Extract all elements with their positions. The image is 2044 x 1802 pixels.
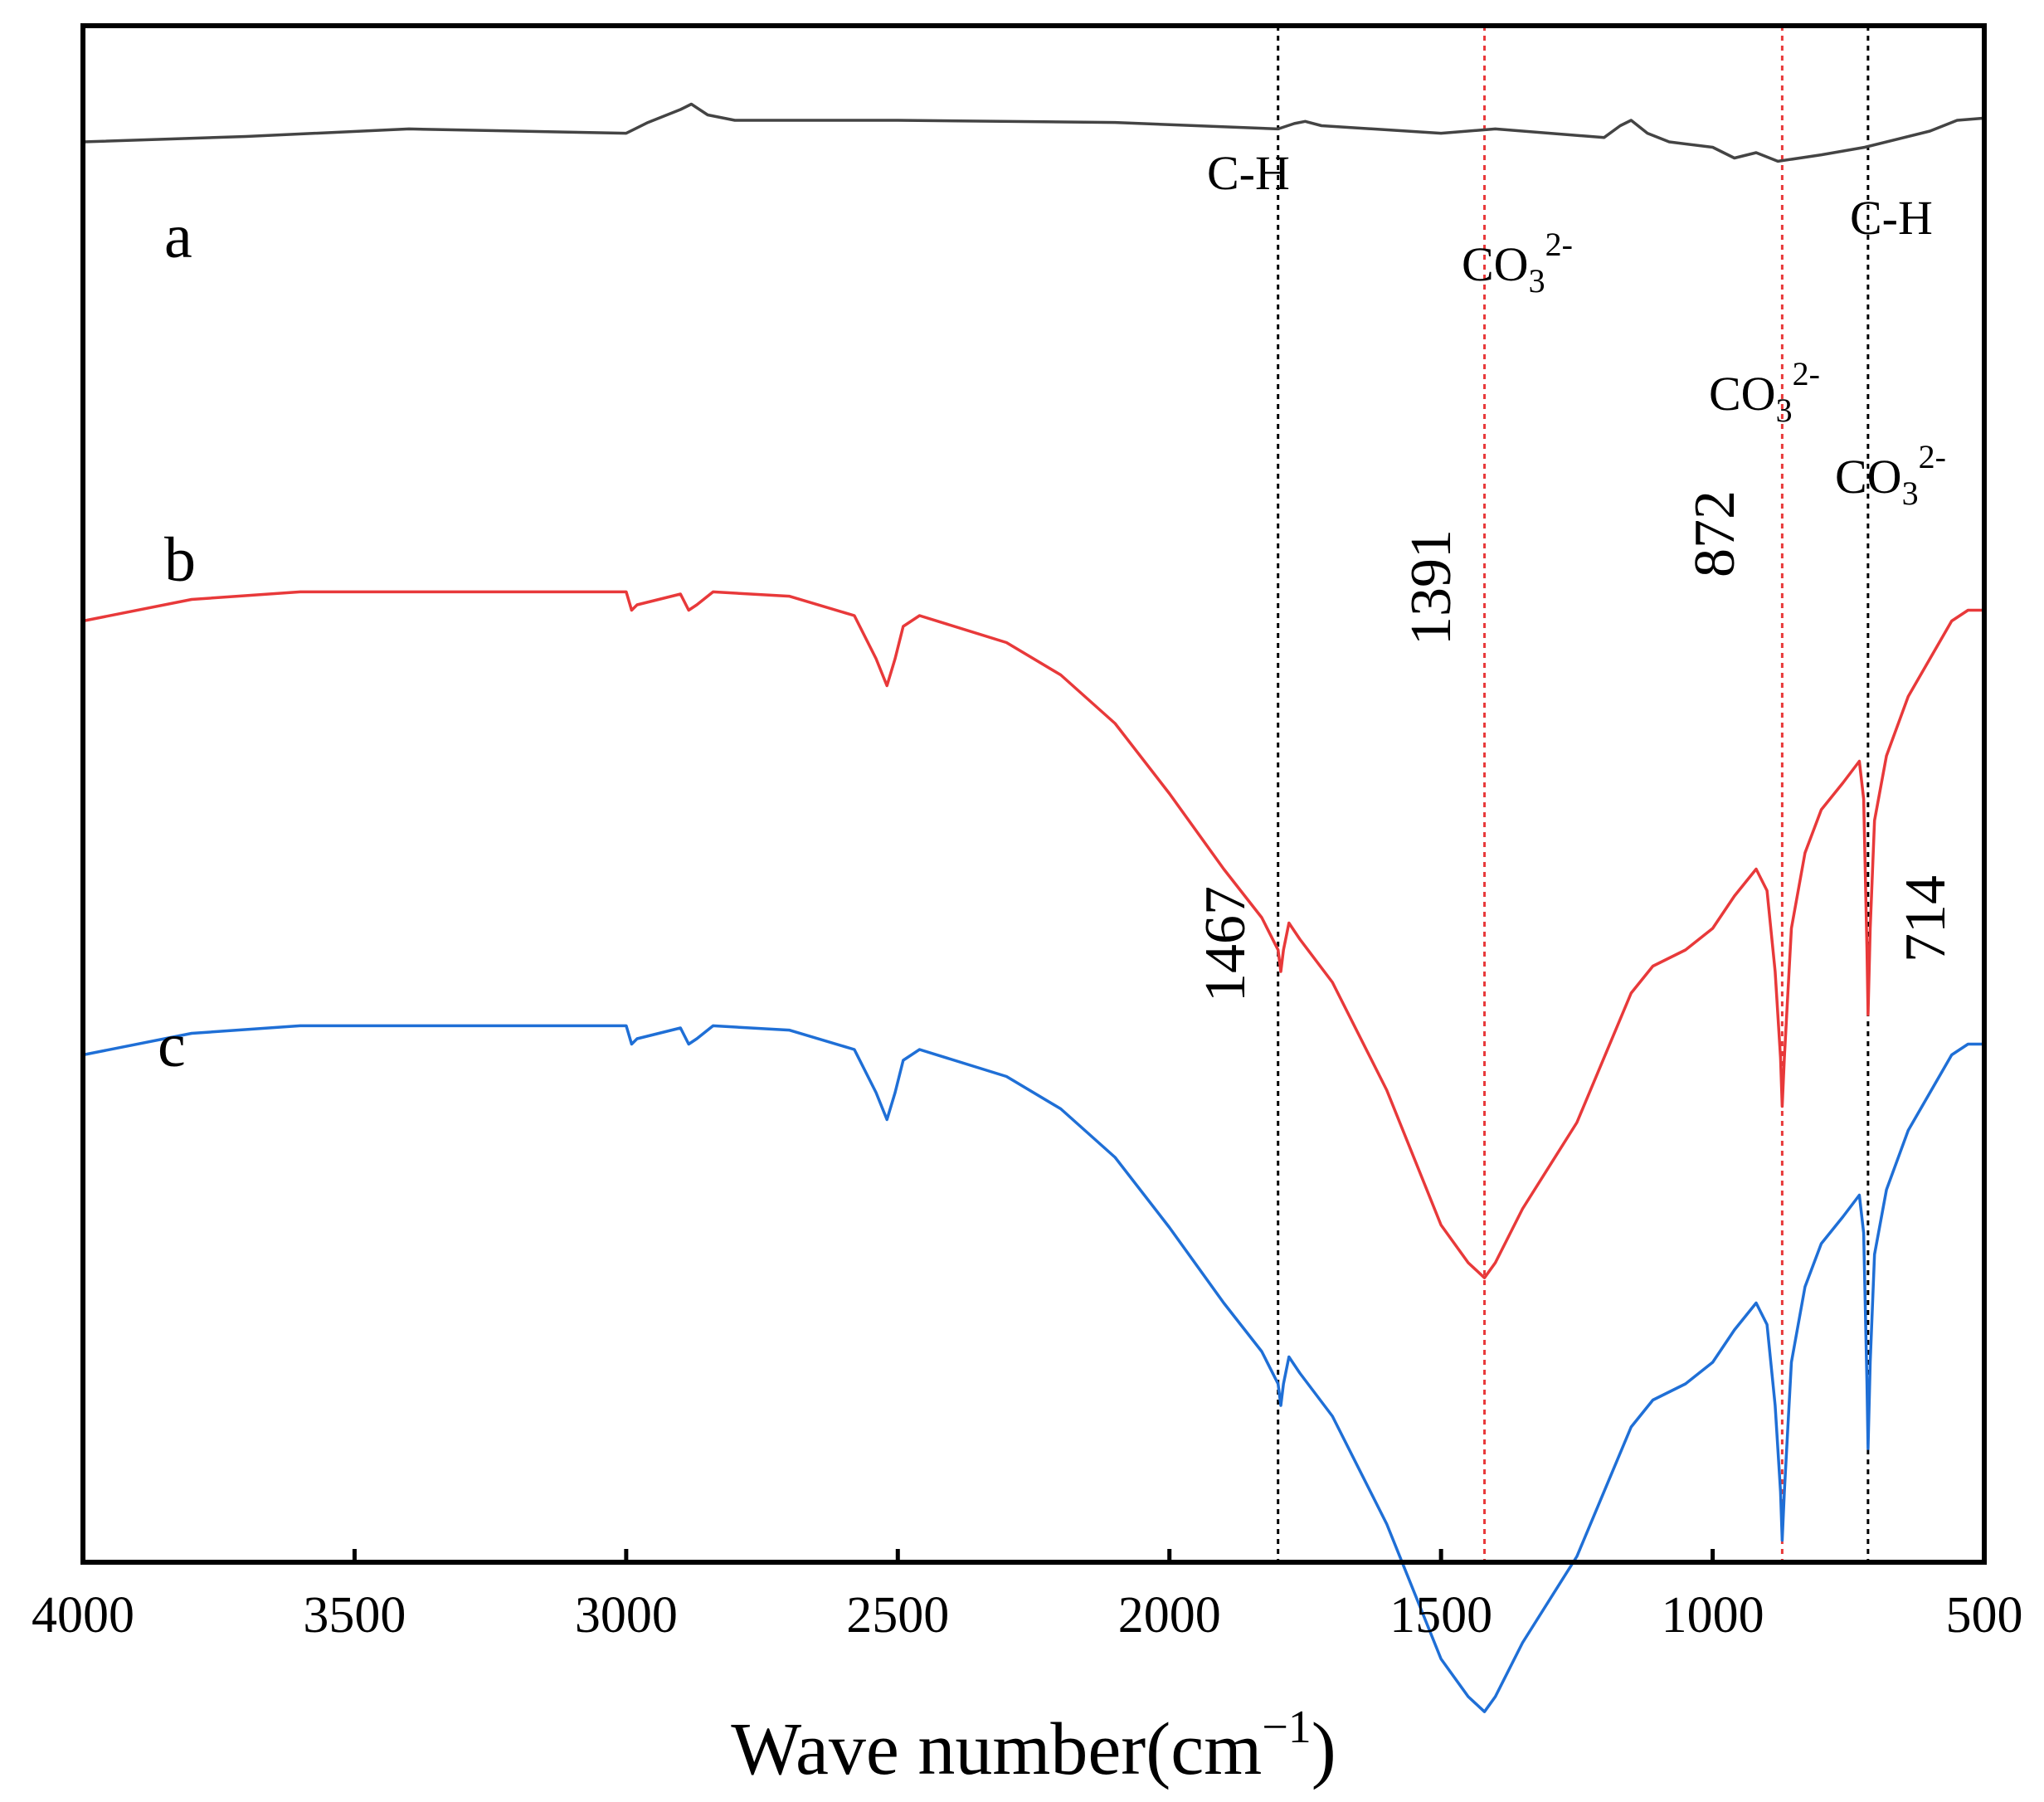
x-tick-label-2000: 2000 — [1118, 1587, 1221, 1644]
x-tick-label-1500: 1500 — [1389, 1587, 1492, 1644]
annotation-co3-2: CO32- — [1709, 355, 1820, 429]
x-tick-label-3500: 3500 — [303, 1587, 406, 1644]
x-axis-ticks: 4000 3500 3000 2500 2000 1500 1000 500 — [32, 1549, 2023, 1644]
x-tick-label-500: 500 — [1946, 1587, 2023, 1644]
co3-sup-2: 2- — [1793, 355, 1820, 392]
x-axis-title: Wave number(cm−1) — [731, 1702, 1336, 1790]
co3-base-1: CO — [1462, 237, 1529, 291]
curve-label-a: a — [164, 202, 192, 271]
series-line-a — [82, 102, 1985, 163]
co3-sup-1: 2- — [1545, 226, 1573, 263]
x-tick-label-4000: 4000 — [32, 1587, 134, 1644]
co3-sup-3: 2- — [1919, 438, 1946, 475]
peak-label-714: 714 — [1894, 875, 1958, 962]
x-tick-label-1000: 1000 — [1662, 1587, 1764, 1644]
co3-sub-1: 3 — [1529, 262, 1545, 300]
plot-frame — [80, 23, 1987, 1565]
peak-label-872: 872 — [1683, 490, 1747, 577]
co3-sub-2: 3 — [1776, 392, 1793, 429]
annotation-ch-1: C-H — [1207, 146, 1290, 200]
co3-base-2: CO — [1709, 367, 1776, 421]
co3-sub-3: 3 — [1902, 475, 1919, 512]
annotation-co3-3: CO32- — [1835, 438, 1946, 512]
x-tick-label-2500: 2500 — [846, 1587, 949, 1644]
annotation-ch-2: C-H — [1850, 191, 1933, 245]
co3-base-3: CO — [1835, 450, 1902, 504]
peak-label-1467: 1467 — [1194, 886, 1258, 1002]
series-line-b — [82, 590, 1984, 1279]
x-tick-label-3000: 3000 — [575, 1587, 678, 1644]
x-axis-title-close: ) — [1312, 1708, 1336, 1790]
series-group — [82, 102, 1985, 1713]
x-axis-title-sup: −1 — [1262, 1702, 1312, 1753]
reference-lines — [1277, 26, 1870, 1562]
series-line-c — [82, 1024, 1984, 1713]
curve-label-c: c — [158, 1011, 186, 1080]
peak-label-1391: 1391 — [1399, 529, 1463, 645]
x-axis-title-main: Wave number(cm — [731, 1708, 1262, 1790]
curve-label-b: b — [164, 525, 196, 595]
annotation-co3-1: CO32- — [1462, 226, 1573, 300]
